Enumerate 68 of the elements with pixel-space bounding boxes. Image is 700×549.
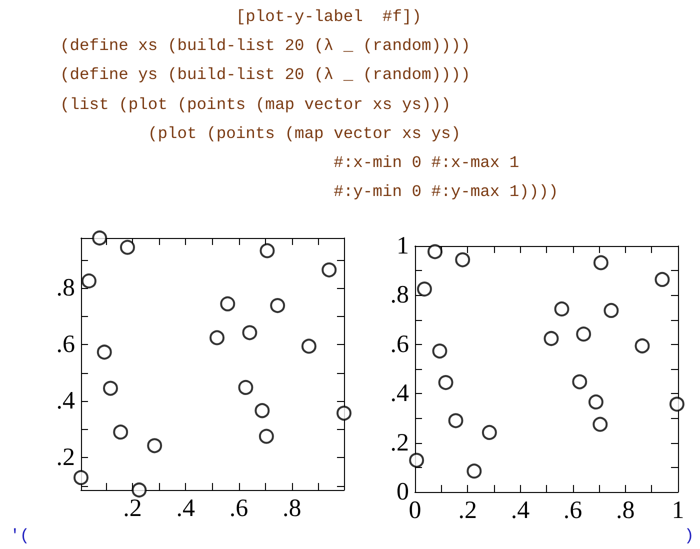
point [258,428,274,444]
point [81,273,96,288]
point [416,282,432,297]
point [103,380,118,396]
point [455,252,470,268]
point [572,374,588,390]
y-tick-label: .2 [56,444,75,472]
point [242,325,258,340]
point [634,338,650,354]
x-tick-label: .6 [229,495,248,522]
text: (define ys (build-list 20 (λ _ (random)))) [60,65,470,84]
point [654,272,670,287]
point [92,230,108,246]
point [270,298,286,314]
x-tick-label: 1 [672,497,684,524]
y-tick-label: .2 [390,429,409,456]
point [301,338,316,354]
y-tick-label: 1 [396,232,409,260]
point [132,482,147,498]
text: #:x-min 0 #:x-max 1 [334,153,520,172]
point [669,396,684,412]
point [96,344,112,360]
text: [plot-y-label #f]) [236,7,422,26]
x-tick-label: .2 [458,497,477,524]
x-tick-label: .8 [616,497,635,524]
point [482,424,497,440]
point [113,424,128,440]
point [428,244,442,260]
text: (define xs (build-list 20 (λ _ (random)))) [60,36,470,56]
y-tick-label: 0 [396,478,409,506]
point [593,255,608,270]
text: (plot (points (map vector xs ys) [148,124,461,143]
y-tick-label: .4 [390,380,410,408]
text: #:y-min 0 #:y-max 1)))) [334,182,558,202]
point [147,438,162,454]
x-tick-label: .4 [510,497,530,524]
point [260,243,275,258]
x-tick-label: .4 [176,495,196,522]
y-tick-label: .8 [390,282,409,309]
text: (list (plot (points (map vector xs ys))) [60,94,451,114]
x-tick-label: .8 [282,495,302,522]
point [466,464,482,479]
point [254,403,270,418]
point [336,406,352,421]
point [544,331,559,346]
point [220,296,236,312]
point [238,380,254,395]
point [448,413,464,428]
y-tick-label: .6 [56,331,75,358]
point [210,330,225,346]
point [438,375,454,390]
y-tick-label: .6 [390,330,409,358]
text: ) [684,526,694,545]
text: '( [10,526,30,545]
point [74,470,88,486]
point [604,302,619,318]
x-tick-label: .2 [123,495,142,522]
point [409,452,424,468]
x-tick-label: .6 [563,497,582,524]
point [576,326,592,342]
point [588,394,604,410]
point [554,301,570,316]
point [432,344,448,359]
point [592,416,608,432]
point [120,240,135,255]
y-tick-label: .4 [56,388,76,415]
point [322,262,337,278]
y-tick-label: .8 [56,274,75,302]
